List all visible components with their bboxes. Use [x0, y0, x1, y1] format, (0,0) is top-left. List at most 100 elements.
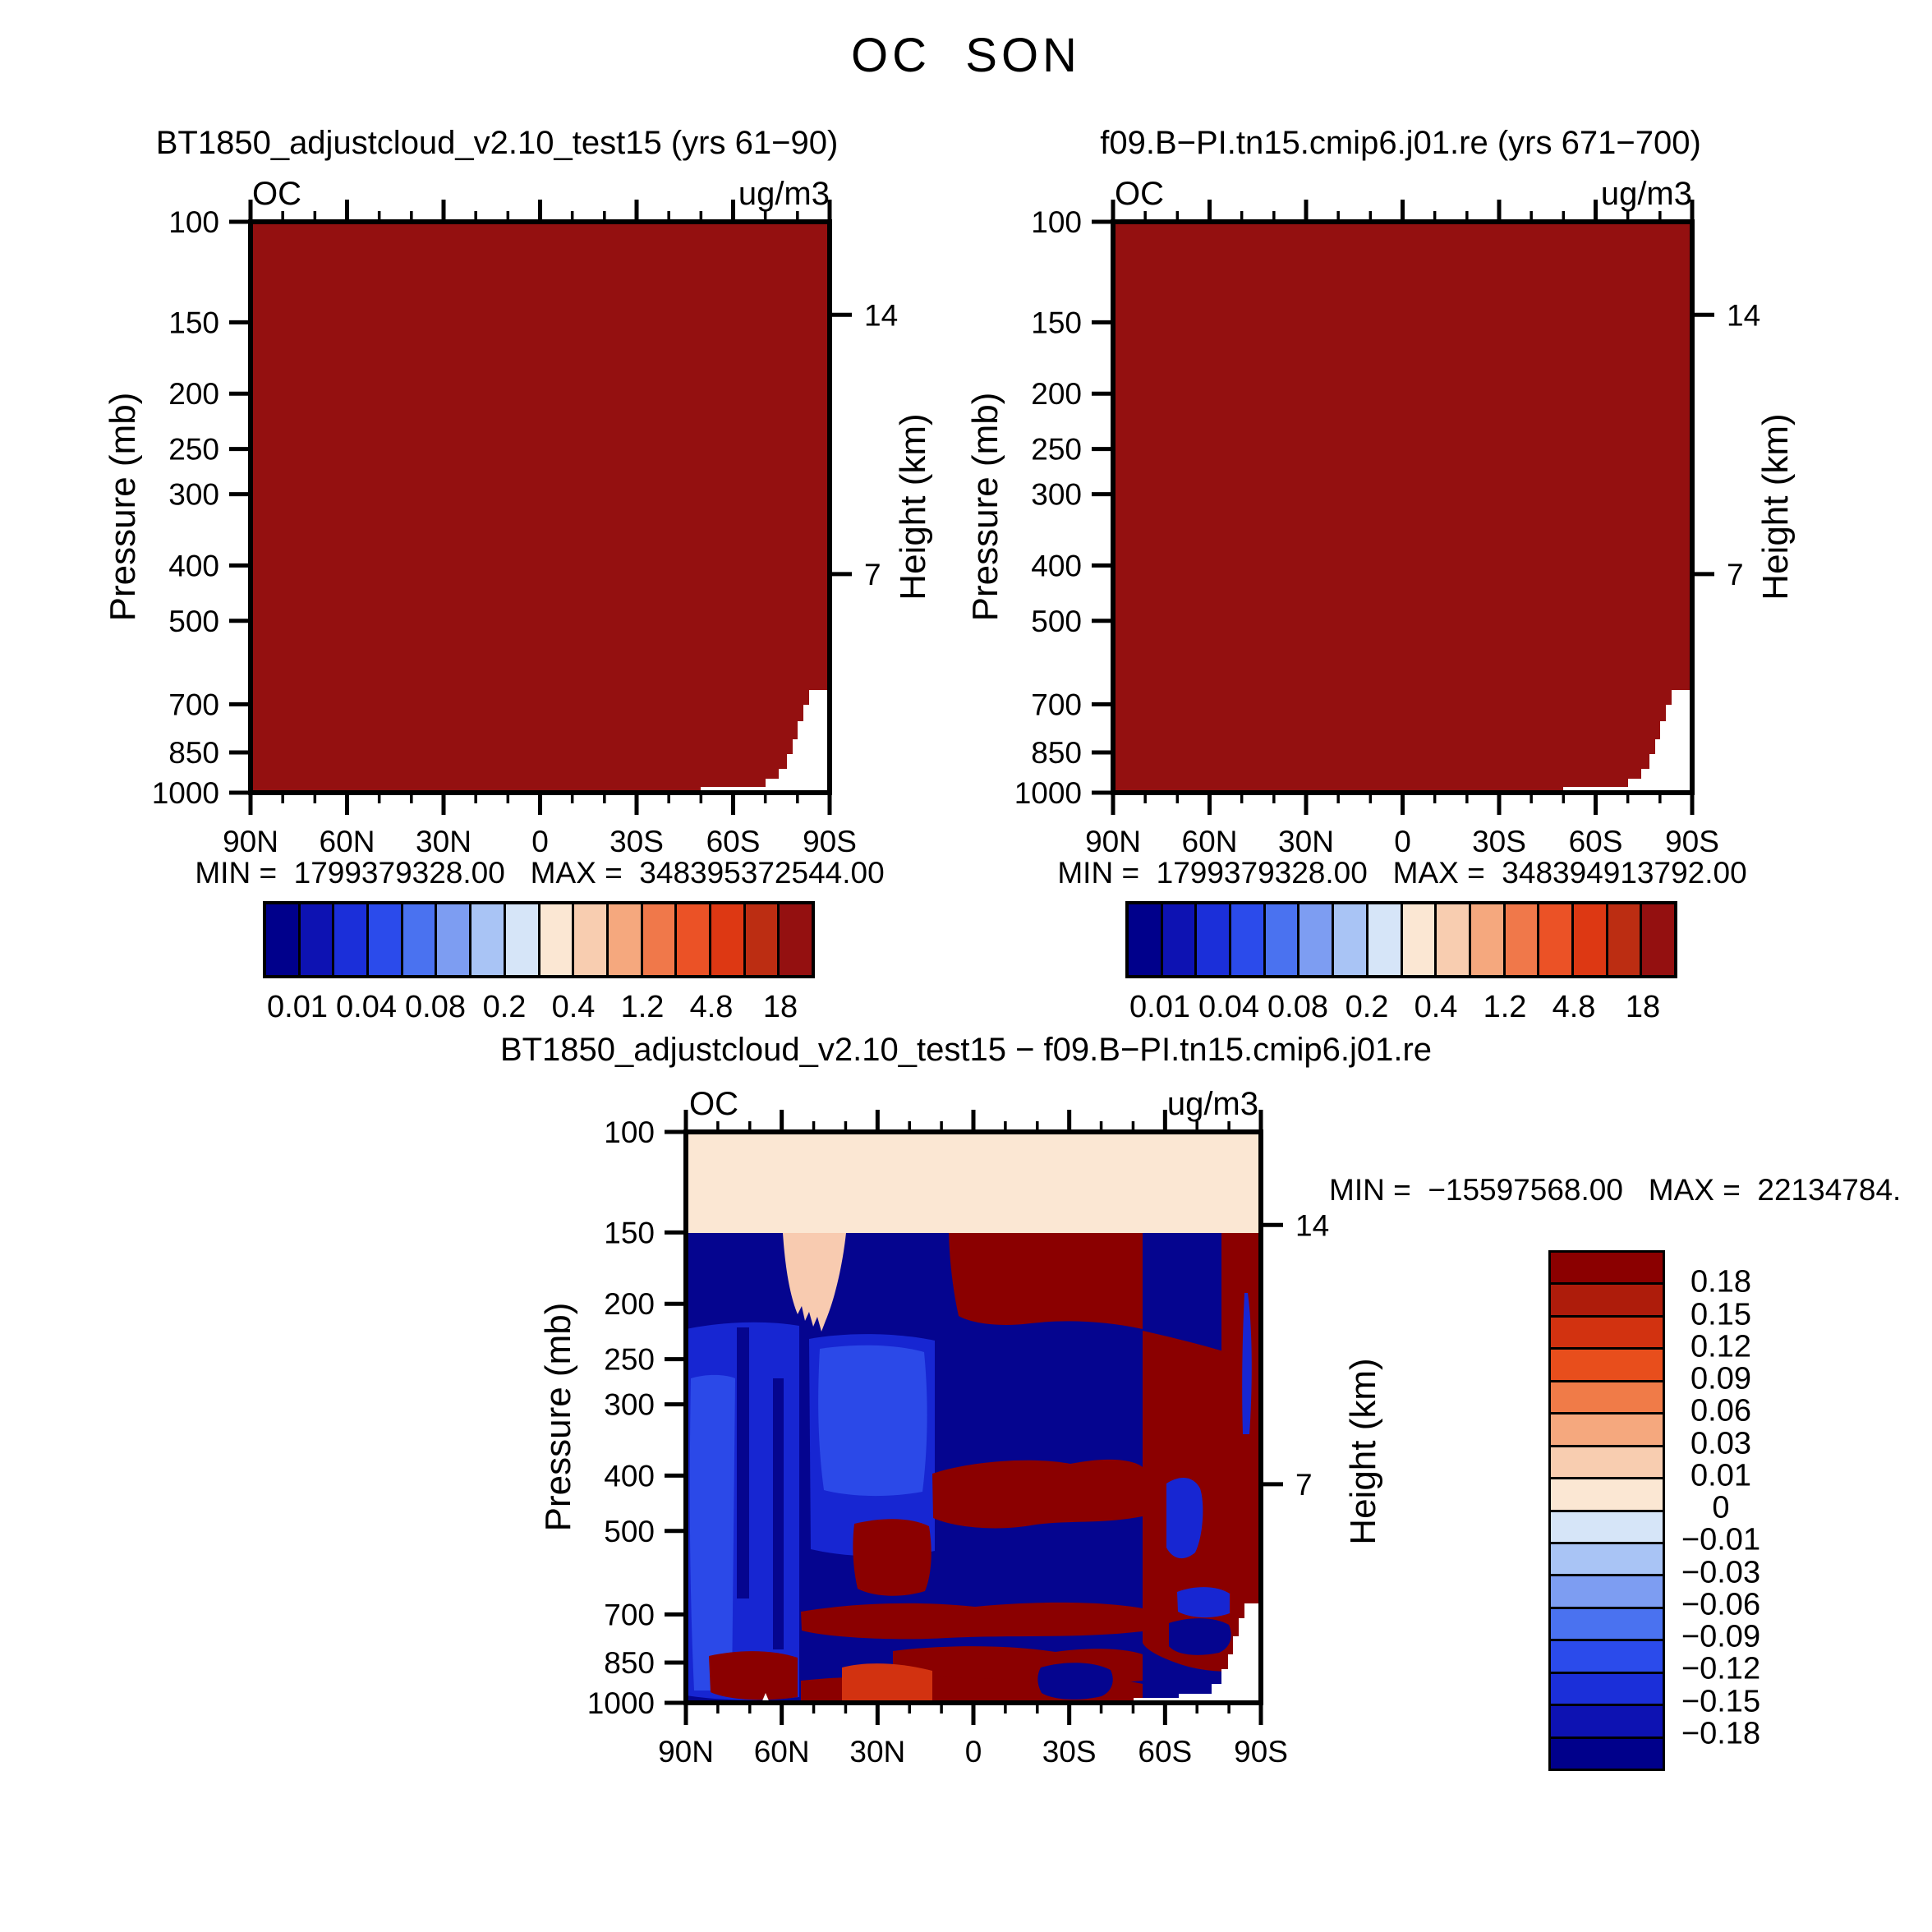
contour-field-max-bin [251, 222, 830, 793]
colorbar-bar [263, 901, 815, 978]
latitude-tick-label: 90S [1665, 825, 1719, 858]
stats-difference: MIN = −15597568.00 MAX = 22134784. [1329, 1173, 1902, 1207]
colorbar-tick-label: 0.04 [1198, 990, 1259, 1024]
latitude-tick-label: 0 [965, 1735, 982, 1769]
colorbar-cell [743, 904, 778, 975]
pressure-tick-label: 850 [604, 1646, 655, 1680]
colorbar-cell [1605, 904, 1640, 975]
pressure-tick-label: 700 [604, 1598, 655, 1631]
colorbar-cell [1365, 904, 1401, 975]
pressure-axis-title-top-left: Pressure (mb) [103, 392, 143, 622]
latitude-tick-label: 90N [223, 825, 278, 858]
colorbar-tick-label: −0.18 [1681, 1716, 1761, 1751]
field-label-top-right: OC [1115, 176, 1164, 212]
latitude-tick-label: 30S [1042, 1735, 1097, 1769]
colorbar-cell [1194, 904, 1230, 975]
latitude-tick-label: 60S [1138, 1735, 1192, 1769]
colorbar-cell [1400, 904, 1435, 975]
pressure-tick-label: 200 [168, 377, 219, 411]
pressure-tick-label: 200 [604, 1287, 655, 1321]
colorbar-difference: 0.18 0.15 0.12 0.09 0.06 0.03 0.01 0 −0.01 −0.03−… [1548, 1250, 1760, 1771]
colorbar-cell [537, 904, 573, 975]
height-tick-label: 14 [864, 298, 898, 332]
pressure-tick-label: 700 [1031, 688, 1082, 721]
colorbar-cell [469, 904, 504, 975]
latitude-tick-label: 30N [849, 1735, 905, 1769]
latitude-tick-label: 30N [1278, 825, 1334, 858]
colorbar-cell [1537, 904, 1571, 975]
latitude-tick-label: 90S [803, 825, 857, 858]
contour-region-red-mid-band [932, 1459, 1143, 1529]
pressure-tick-label: 100 [1031, 205, 1082, 239]
terrain-cutout [1134, 1603, 1261, 1703]
colorbar-cell [1551, 1444, 1663, 1478]
colorbar-tick-label: 0.04 [336, 990, 397, 1024]
pressure-tick-label: 500 [604, 1515, 655, 1548]
colorbar-bar [1548, 1250, 1665, 1771]
colorbar-tick-label: −0.15 [1681, 1684, 1761, 1718]
colorbar-cell [1551, 1253, 1663, 1283]
contour-region-navy-streak [737, 1327, 749, 1598]
contour-region-red-polar-corner [1221, 1233, 1261, 1368]
latitude-tick-label: 60N [320, 825, 375, 858]
colorbar-cell [1551, 1412, 1663, 1445]
colorbar-cell [1434, 904, 1469, 975]
colorbar-tick-label: 0.01 [1129, 990, 1190, 1024]
colorbar-tick-label: 0.09 [1690, 1361, 1751, 1396]
colorbar-cell [1571, 904, 1606, 975]
height-axis-title-top-left: Height (km) [893, 413, 933, 600]
pressure-tick-label: 300 [1031, 478, 1082, 512]
pressure-tick-label: 850 [1031, 736, 1082, 770]
pressure-tick-label: 850 [168, 736, 219, 770]
latitude-tick-label: 30S [1472, 825, 1526, 858]
colorbar-tick-label: 0.18 [1690, 1264, 1751, 1300]
units-label-top-right: ug/m3 [1600, 176, 1692, 212]
pressure-tick-label: 400 [168, 549, 219, 582]
pressure-tick-label: 300 [168, 478, 219, 512]
colorbar-tick-label: −0.03 [1681, 1555, 1761, 1589]
colorbar-cell [1551, 1704, 1663, 1736]
panel-title-top-left: BT1850_adjustcloud_v2.10_test15 (yrs 61−… [155, 125, 839, 161]
colorbar-cell [1551, 1736, 1663, 1769]
height-tick-label: 14 [1295, 1208, 1329, 1242]
contour-region-blue-mid-core [818, 1345, 927, 1497]
colorbar-cell [1468, 904, 1503, 975]
colorbar-cell [1551, 1671, 1663, 1704]
difference-contour-field [686, 1132, 1261, 1703]
colorbar-cell [1551, 1574, 1663, 1607]
pressure-tick-label: 100 [604, 1116, 655, 1149]
colorbar-labels: 0.01 0.04 0.08 0.2 0.4 1.2 4.8 18 [1125, 990, 1677, 1028]
colorbar-tick-label: 0.06 [1690, 1393, 1751, 1428]
colorbar-tick-label: 18 [1625, 990, 1661, 1024]
stats-top-left: MIN = 1799379328.00 MAX = 348395372544.0… [195, 856, 885, 890]
pressure-tick-label: 100 [168, 205, 219, 239]
pressure-tick-label: 250 [168, 433, 219, 467]
colorbar-cell [777, 904, 812, 975]
pressure-tick-label: 300 [604, 1388, 655, 1422]
pressure-tick-label: 1000 [1014, 776, 1082, 810]
colorbar-cell [605, 904, 641, 975]
height-axis-title-difference: Height (km) [1343, 1358, 1383, 1545]
colorbar-cell [1551, 1314, 1663, 1348]
colorbar-cell [1160, 904, 1195, 975]
colorbar-tick-label: 0.15 [1690, 1297, 1751, 1332]
colorbar-cell [503, 904, 538, 975]
latitude-tick-label: 90N [658, 1735, 714, 1769]
colorbar-cell [400, 904, 435, 975]
colorbar-tick-label: −0.09 [1681, 1619, 1761, 1654]
latitude-tick-label: 30N [416, 825, 472, 858]
units-label-top-left: ug/m3 [738, 176, 830, 212]
pressure-tick-label: 250 [604, 1343, 655, 1377]
pressure-tick-label: 500 [1031, 605, 1082, 638]
colorbar-tick-label: 0.08 [1267, 990, 1328, 1024]
pressure-tick-label: 150 [168, 306, 219, 339]
contour-region-red-upper-block [949, 1233, 1143, 1329]
colorbar-tick-label: 4.8 [1552, 990, 1596, 1024]
latitude-tick-label: 60N [1182, 825, 1238, 858]
contour-region-navy-streak [773, 1378, 784, 1649]
contour-region-red-stripe [801, 1602, 1143, 1640]
